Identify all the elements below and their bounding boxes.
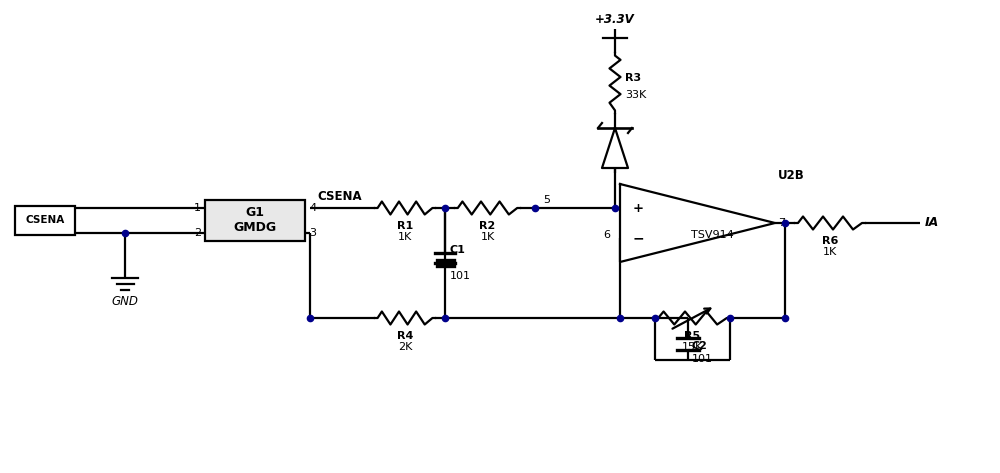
Text: 4: 4 bbox=[309, 203, 316, 213]
Text: CSENA: CSENA bbox=[318, 190, 362, 203]
Text: 1: 1 bbox=[194, 203, 201, 213]
Text: +3.3V: +3.3V bbox=[595, 13, 635, 26]
Text: R1: R1 bbox=[397, 221, 413, 231]
Text: G1: G1 bbox=[246, 207, 264, 219]
Text: IA: IA bbox=[925, 217, 939, 229]
Text: C1: C1 bbox=[450, 245, 466, 255]
Text: 101: 101 bbox=[692, 354, 712, 364]
Text: R4: R4 bbox=[397, 331, 413, 341]
Bar bbox=[205, 200, 305, 241]
Text: GND: GND bbox=[112, 295, 138, 308]
Text: R5: R5 bbox=[684, 331, 701, 341]
Text: R3: R3 bbox=[625, 73, 641, 83]
Text: 101: 101 bbox=[450, 271, 471, 281]
Text: −: − bbox=[632, 231, 644, 245]
Bar bbox=[15, 206, 75, 235]
Text: 2K: 2K bbox=[398, 342, 412, 352]
Text: 2: 2 bbox=[194, 228, 201, 238]
Text: R6: R6 bbox=[822, 236, 838, 246]
Text: 7: 7 bbox=[778, 218, 785, 228]
Text: 3: 3 bbox=[309, 228, 316, 238]
Polygon shape bbox=[602, 128, 628, 168]
Text: U2B: U2B bbox=[778, 169, 805, 182]
Text: C2: C2 bbox=[692, 341, 707, 351]
Text: R2: R2 bbox=[479, 221, 496, 231]
Text: 1K: 1K bbox=[823, 247, 837, 257]
Text: +: + bbox=[633, 201, 644, 214]
Text: 1K: 1K bbox=[398, 232, 412, 242]
Text: 1K: 1K bbox=[480, 232, 495, 242]
Text: GMDG: GMDG bbox=[233, 221, 277, 235]
Text: 33K: 33K bbox=[625, 90, 646, 100]
Text: CSENA: CSENA bbox=[25, 216, 65, 226]
Polygon shape bbox=[620, 184, 775, 262]
Text: TSV914: TSV914 bbox=[691, 230, 734, 240]
Text: 6: 6 bbox=[603, 230, 610, 240]
Text: 5: 5 bbox=[543, 195, 550, 205]
Text: 15K: 15K bbox=[682, 342, 703, 352]
